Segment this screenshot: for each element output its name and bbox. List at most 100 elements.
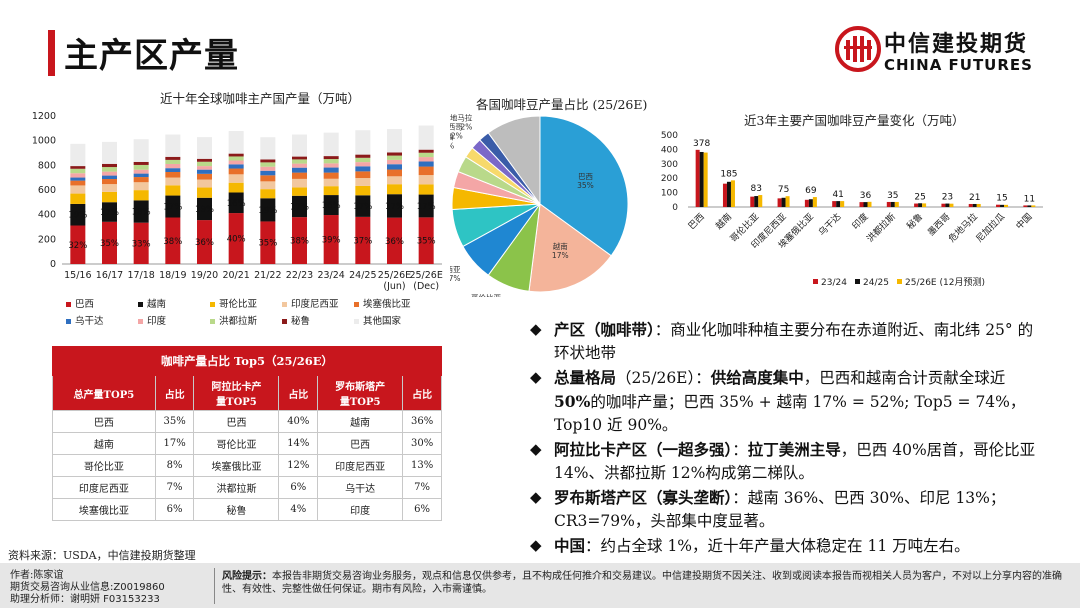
vietnam-share-label: 17%	[163, 203, 182, 213]
stack-segment	[292, 217, 307, 264]
legend-swatch	[354, 319, 359, 324]
y-tick-label: 800	[38, 160, 56, 171]
table-header-cell: 总产量TOP5	[52, 375, 156, 411]
y-tick-label: 0	[672, 203, 678, 213]
pie-slice	[528, 203, 612, 293]
data-label: 378	[693, 139, 710, 149]
stack-segment	[260, 170, 276, 176]
x-tick-label: 15/16	[64, 270, 91, 281]
logo-ring-icon	[835, 26, 881, 72]
vietnam-share-label: 16%	[227, 199, 246, 209]
table-header-text: 量TOP5	[339, 397, 381, 408]
y-tick-label: 1200	[32, 111, 56, 122]
stack-segment	[292, 134, 307, 157]
bullet-text: （25/26E）：	[616, 369, 711, 387]
stack-segment	[133, 200, 149, 223]
table-header-row: 总产量TOP5 占比 阿拉比卡产 量TOP5 占比 罗布斯塔产 量TOP5 占比	[52, 375, 442, 411]
pie-chart: 巴西35%越南17%哥伦比亚8%印度尼西亚7%埃塞俄比亚7%乌干达4%印度3%洪…	[450, 112, 629, 297]
x-tick-label: 秘鲁	[904, 211, 925, 232]
pie-slice	[539, 115, 629, 257]
stack-segment	[292, 195, 307, 218]
grouped-bar	[758, 195, 763, 207]
author-line: 期货交易咨询从业信息:Z0019860	[10, 582, 165, 593]
legend-swatch	[282, 319, 287, 324]
stack-segment	[102, 179, 117, 185]
stack-segment	[387, 155, 402, 160]
stack-segment	[418, 194, 434, 218]
data-label: 11	[1024, 194, 1035, 204]
table-cell: 7%	[402, 476, 442, 499]
pie-slice	[487, 115, 541, 206]
stack-segment	[260, 137, 276, 160]
stack-segment	[418, 184, 434, 195]
legend-label: 越南	[147, 298, 166, 310]
table-cell: 秘鲁	[193, 498, 280, 521]
table-cell: 埃塞俄比亚	[193, 454, 280, 477]
legend-label: 洪都拉斯	[219, 315, 258, 327]
stack-segment	[70, 168, 86, 174]
legend-label: 24/25	[863, 278, 889, 288]
legend-label: 乌干达	[75, 315, 104, 327]
stack-segment	[228, 131, 244, 154]
stack-segment	[260, 189, 276, 199]
x-tick-label: 越南	[713, 211, 734, 232]
stack-segment	[228, 160, 244, 165]
grouped-bar	[1000, 204, 1005, 207]
pie-label: 35%	[577, 181, 594, 190]
table-header-text: 占比	[288, 389, 309, 401]
bullet-text: ：商业化咖啡种植主要分布在赤道附近、南北纬 25° 的环状地带	[554, 321, 1034, 362]
stack-segment	[197, 220, 212, 264]
stack-segment	[323, 172, 339, 179]
table-cell: 14%	[278, 432, 319, 455]
table-cell: 越南	[52, 432, 156, 455]
data-label: 15	[996, 194, 1007, 204]
stack-segment	[260, 221, 276, 264]
stack-segment	[355, 157, 371, 163]
brazil-share-label: 36%	[385, 237, 404, 247]
data-label: 25	[914, 192, 925, 202]
legend-label: 埃塞俄比亚	[363, 298, 411, 310]
table-cell: 巴西	[52, 410, 156, 433]
stack-segment	[133, 164, 149, 170]
bullet-head: 罗布斯塔产区（寡头垄断）	[554, 488, 733, 507]
table-cell: 洪都拉斯	[193, 476, 280, 499]
x-tick-label: 墨西哥	[926, 211, 953, 238]
stack-segment	[165, 177, 181, 186]
stack-segment	[323, 178, 339, 187]
brazil-share-label: 38%	[163, 237, 182, 247]
bullet-bold: 拉丁美洲主导	[747, 440, 841, 459]
data-label: 36	[860, 191, 872, 201]
legend-label: 秘鲁	[291, 315, 310, 327]
stack-segment	[387, 176, 402, 185]
x-tick-label: 洪都拉斯	[864, 211, 898, 245]
stack-segment	[70, 166, 86, 169]
legend-swatch	[138, 302, 143, 307]
stack-segment	[70, 180, 86, 186]
x-tick-label: 20/21	[222, 270, 249, 281]
stack-segment	[260, 162, 276, 167]
table-header-text: 罗布斯塔产	[335, 382, 386, 393]
table-cell: 6%	[402, 498, 442, 521]
brazil-share-label: 36%	[195, 238, 214, 248]
table-cell: 埃塞俄比亚	[52, 498, 156, 521]
stack-segment	[102, 163, 117, 168]
pie-label: 哥伦比亚	[471, 293, 501, 297]
brazil-share-label: 35%	[258, 239, 277, 249]
stack-segment	[418, 149, 434, 153]
risk-disclaimer: 风险提示：本报告非期货交易咨询业务服务，观点和信息仅供参考，且不构成任何推介和交…	[222, 570, 1062, 596]
data-label: 185	[720, 169, 737, 179]
y-tick-label: 0	[50, 259, 56, 270]
table-header-cell: 罗布斯塔产量TOP5	[317, 375, 404, 411]
data-label: 41	[832, 190, 843, 200]
grouped-bar	[859, 202, 864, 207]
stack-segment	[387, 184, 402, 195]
stack-segment	[102, 221, 117, 264]
grouped-bar	[996, 204, 1001, 207]
stack-segment	[102, 184, 117, 192]
stack-segment	[102, 175, 117, 180]
vietnam-share-label: 19%	[68, 211, 87, 221]
stack-segment	[355, 154, 371, 158]
stack-segment	[197, 166, 212, 170]
grouped-bar	[804, 199, 809, 207]
bullet-list: ◆ 产区（咖啡带）：商业化咖啡种植主要分布在赤道附近、南北纬 25° 的环状地带 …	[530, 318, 1040, 559]
